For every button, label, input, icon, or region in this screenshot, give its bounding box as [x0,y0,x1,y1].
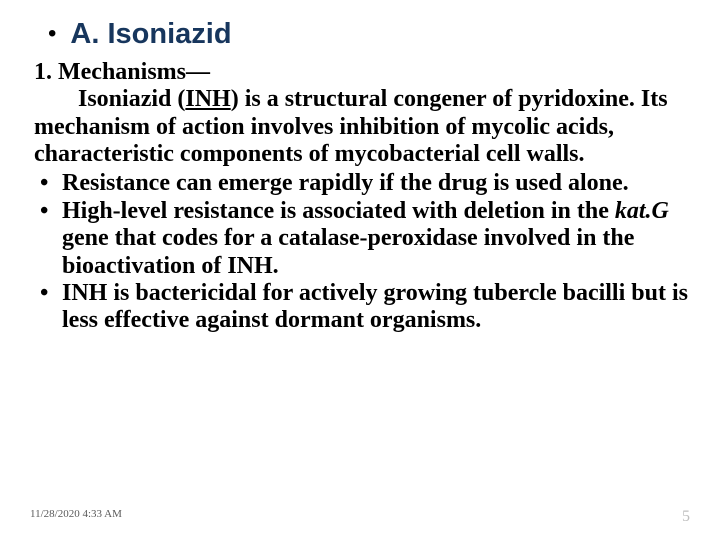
list-item: INH is bactericidal for actively growing… [34,280,690,335]
inh-abbr: INH [185,86,230,112]
mechanisms-paragraph: Isoniazid (INH) is a structural congener… [34,86,690,168]
list-item: Resistance can emerge rapidly if the dru… [34,170,690,197]
title-bullet-icon: • [48,22,56,46]
para-lead: Isoniazid ( [78,86,185,112]
bullet-text-pre: INH is bactericidal for actively growing… [62,280,688,333]
bullet-text-ital: kat.G [615,198,669,224]
title-row: • A. Isoniazid [48,18,690,51]
mechanisms-heading: 1. Mechanisms— [34,59,690,86]
footer: 11/28/2020 4:33 AM 5 [30,508,690,526]
bullet-text-post: gene that codes for a catalase-peroxidas… [62,225,634,278]
slide: • A. Isoniazid 1. Mechanisms— Isoniazid … [0,0,720,540]
footer-page-number: 5 [682,508,690,526]
slide-title: A. Isoniazid [70,18,231,51]
footer-timestamp: 11/28/2020 4:33 AM [30,508,122,526]
body: 1. Mechanisms— Isoniazid (INH) is a stru… [34,59,690,335]
bullet-text-pre: Resistance can emerge rapidly if the dru… [62,170,629,196]
list-item: High-level resistance is associated with… [34,198,690,280]
bullet-list: Resistance can emerge rapidly if the dru… [34,170,690,334]
bullet-text-pre: High-level resistance is associated with… [62,198,615,224]
